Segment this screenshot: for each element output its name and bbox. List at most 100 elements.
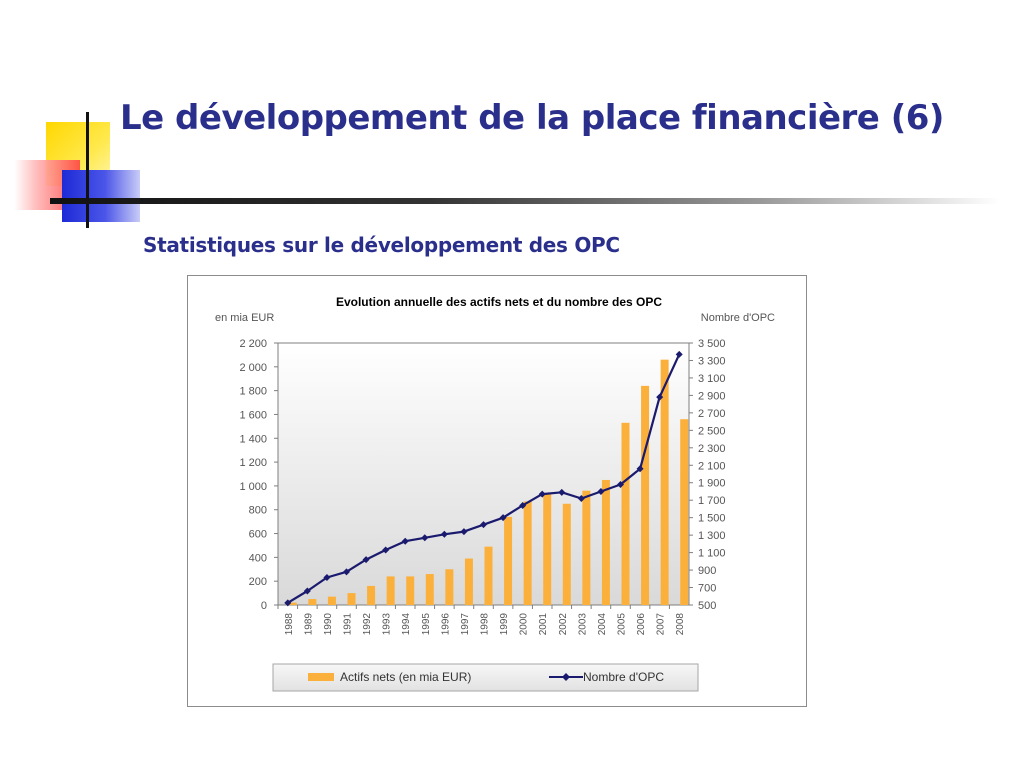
line-point [617, 480, 624, 488]
legend-line-label: Nombre d'OPC [583, 670, 664, 684]
line-point [440, 530, 448, 538]
bar [582, 490, 591, 605]
x-tick-label: 1992 [362, 613, 373, 636]
line-point [303, 587, 311, 595]
decor-vertical-line [86, 112, 89, 228]
y2-tick-label: 1 700 [698, 495, 726, 507]
bar [484, 546, 493, 605]
y2-axis-ticks: 500 700 900 1 100 1 300 1 500 1 700 1 900 2 100 2… [689, 338, 726, 612]
x-tick-label: 1997 [460, 613, 471, 636]
y-tick-label: 400 [249, 552, 267, 564]
line-point [480, 521, 487, 529]
line-point [558, 488, 566, 496]
bar [680, 419, 689, 605]
y-tick-label: 800 [249, 505, 267, 517]
y-tick-label: 600 [249, 529, 267, 541]
x-tick-label: 1993 [382, 613, 393, 636]
bar [327, 596, 336, 605]
x-tick-label: 2001 [538, 613, 549, 636]
x-tick-label: 2006 [636, 613, 647, 636]
bar [464, 558, 473, 605]
x-tick-label: 2003 [577, 613, 588, 636]
x-tick-label: 2005 [617, 613, 628, 636]
x-tick-label: 1995 [421, 613, 432, 636]
y-tick-label: 1 600 [239, 409, 267, 421]
line-point [597, 487, 605, 495]
bar [523, 501, 532, 605]
x-tick-label: 1998 [480, 613, 491, 636]
bar [386, 576, 395, 605]
line-point [636, 465, 644, 473]
bar [562, 503, 571, 605]
y2-tick-label: 3 100 [698, 373, 726, 385]
x-tick-label: 2007 [656, 613, 667, 636]
y2-tick-label: 3 300 [698, 355, 726, 367]
slide-title: Le développement de la place financière … [120, 98, 944, 138]
legend-bar-label: Actifs nets (en mia EUR) [340, 670, 471, 684]
y2-tick-label: 700 [698, 583, 716, 595]
line-point [382, 546, 390, 554]
line-point [519, 501, 527, 509]
y2-tick-label: 1 100 [698, 548, 726, 560]
bar [641, 385, 650, 605]
plot-area [277, 342, 690, 606]
line-point [284, 599, 292, 607]
y2-tick-label: 1 500 [698, 513, 726, 525]
x-tick-label: 1994 [401, 613, 412, 636]
line-point [421, 534, 429, 542]
x-tick-label: 2008 [675, 613, 686, 636]
bar [660, 359, 669, 605]
line-point [460, 528, 468, 536]
x-tick-label: 1988 [284, 613, 295, 636]
x-tick-label: 1989 [303, 613, 314, 636]
line-series [284, 350, 683, 607]
legend-box [272, 663, 699, 692]
bar [504, 516, 513, 605]
x-tick-label: 2004 [597, 613, 608, 636]
decor-horizontal-line [50, 198, 1000, 204]
x-tick-label: 1999 [499, 613, 510, 636]
y-tick-label: 1 800 [239, 386, 267, 398]
line-point [675, 350, 683, 358]
line-point [401, 537, 409, 545]
line-point [362, 556, 370, 564]
y2-tick-label: 1 300 [698, 530, 726, 542]
y2-tick-label: 2 900 [698, 390, 726, 402]
y-tick-label: 0 [261, 600, 267, 612]
x-tick-label: 2000 [519, 613, 530, 636]
legend-bar-swatch [308, 673, 334, 681]
bar [347, 593, 356, 605]
line-point [656, 393, 664, 401]
y2-tick-label: 2 700 [698, 408, 726, 420]
y-tick-label: 2 000 [239, 362, 267, 374]
bar-series [288, 359, 689, 605]
line-point [577, 494, 585, 502]
y2-tick-label: 2 500 [698, 425, 726, 437]
y2-tick-label: 1 900 [698, 478, 726, 490]
bar [425, 574, 434, 605]
bar [543, 494, 552, 605]
line-point [538, 490, 546, 498]
y2-tick-label: 3 500 [698, 338, 726, 350]
line-point [499, 514, 507, 522]
decor-blue-square [62, 170, 140, 222]
y-tick-label: 1 200 [239, 457, 267, 469]
x-tick-label: 2002 [558, 613, 569, 636]
y2-tick-label: 2 100 [698, 460, 726, 472]
y2-tick-label: 500 [698, 600, 716, 612]
y-tick-label: 200 [249, 576, 267, 588]
bar [445, 569, 454, 605]
y2-tick-label: 900 [698, 565, 716, 577]
chart: Evolution annuelle des actifs nets et du… [215, 295, 775, 692]
y-tick-label: 1 000 [239, 481, 267, 493]
x-tick-label: 1996 [440, 613, 451, 636]
x-tick-label: 1991 [343, 613, 354, 636]
y-axis-label: en mia EUR [215, 312, 274, 324]
legend: Actifs nets (en mia EUR) Nombre d'OPC [272, 663, 699, 692]
x-tick-label: 1990 [323, 613, 334, 636]
line-point [323, 573, 331, 581]
bar [406, 576, 415, 605]
bar [288, 602, 297, 605]
y-axis-ticks: 0 200 400 600 800 1 000 1 200 1 400 1 600 1 800 2 … [239, 338, 278, 612]
y2-axis-label: Nombre d'OPC [701, 312, 775, 324]
